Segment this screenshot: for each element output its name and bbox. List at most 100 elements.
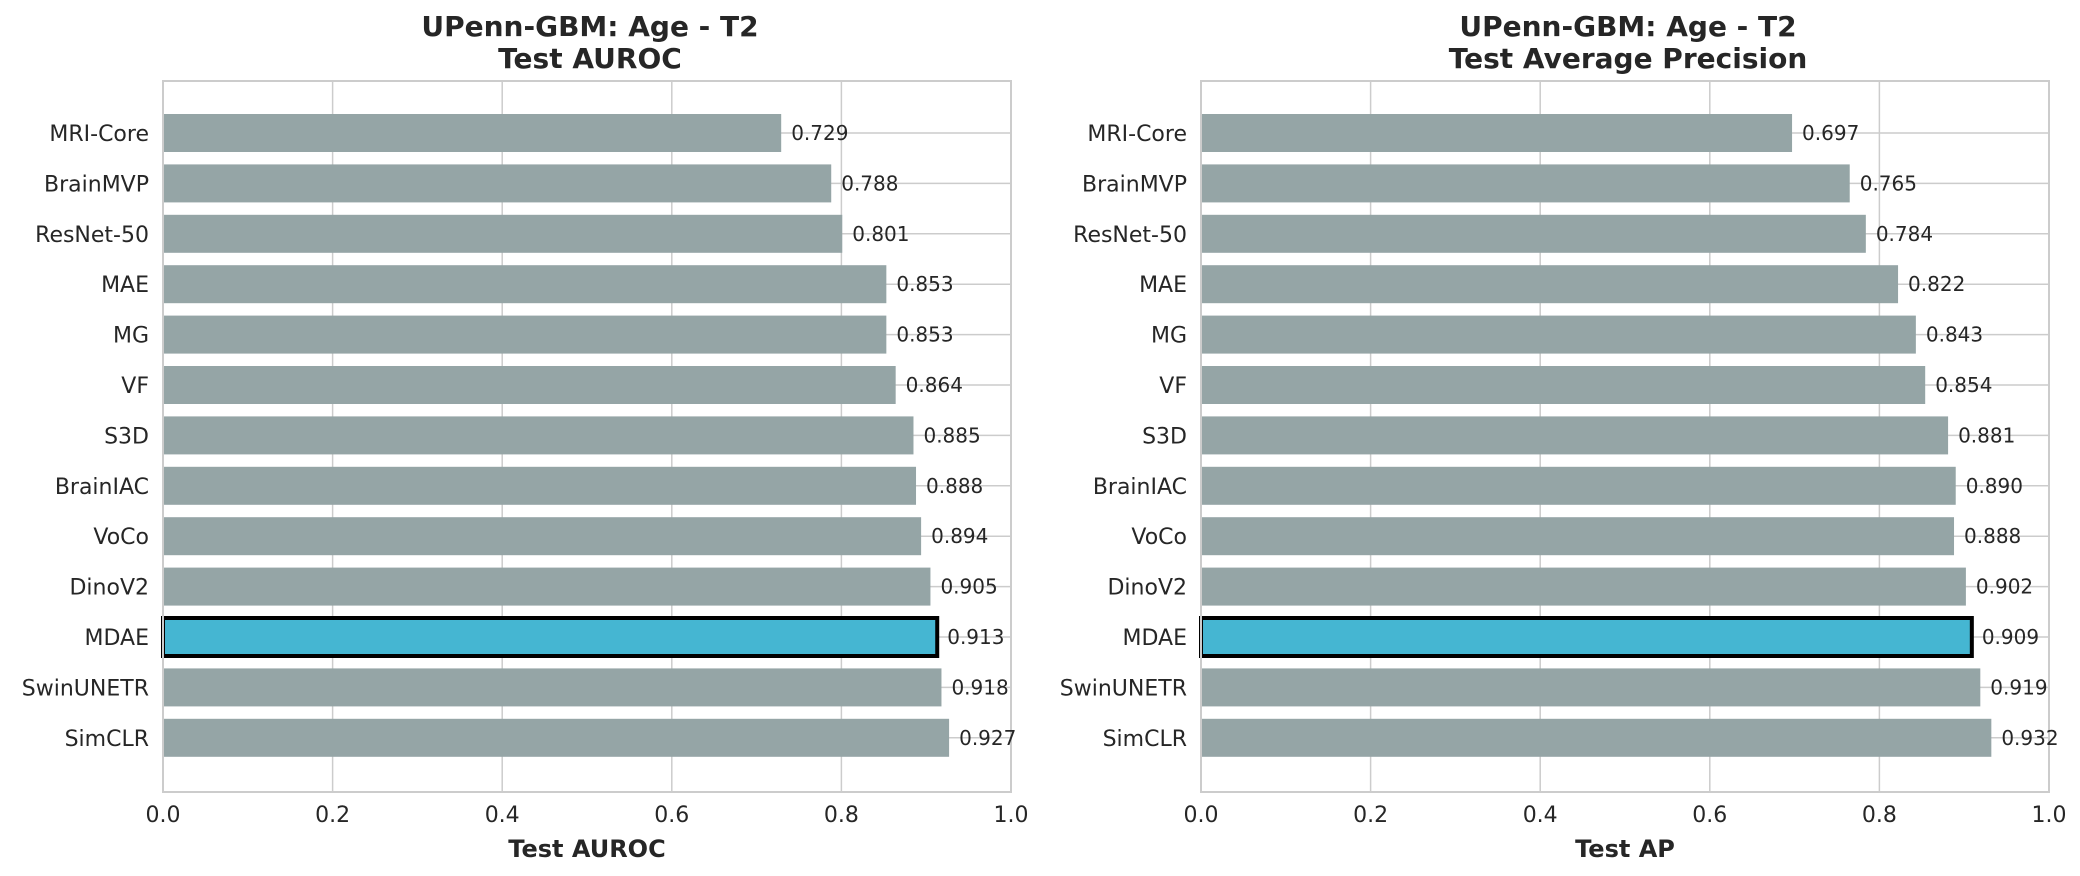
category-label: VoCo [1131,525,1187,550]
bar-dinov2 [1201,567,1966,606]
bars [1199,114,1992,757]
chart-title-line1: UPenn-GBM: Age - T2 [421,10,758,43]
category-label: MAE [1139,273,1187,298]
category-label: MDAE [1123,626,1188,651]
value-label: 0.864 [906,373,963,397]
bar-vf [1201,366,1926,404]
x-tick-label: 0.6 [654,803,689,828]
category-label: MG [113,324,149,349]
value-labels: 0.729 0.788 0.801 0.853 0.853 0.864 0.885 0.888… [791,121,1016,750]
bar-dinov2 [163,567,931,606]
value-label: 0.765 [1860,171,1917,195]
category-labels: MRI-Core BrainMVP ResNet-50 MAE MG VF S3D Brain… [22,122,149,752]
value-label: 0.932 [2001,726,2058,750]
x-tick-label: 0.4 [1523,803,1558,828]
value-label: 0.697 [1802,121,1859,145]
x-axis-label: Test AP [1575,835,1675,863]
bar-resnet-50 [163,214,843,253]
bar-mri-core [163,114,782,152]
chart-auroc: UPenn-GBM: Age - T2 Test AUROC MRI-Core B… [22,10,1029,863]
bar-mdae [1199,616,1974,658]
category-label: SimCLR [1103,727,1187,752]
category-label: ResNet-50 [1073,223,1187,248]
value-label: 0.902 [1976,575,2033,599]
bar-voco [163,517,922,556]
bars [161,114,950,757]
category-label: MAE [101,273,149,298]
bar-brainmvp [163,164,832,203]
value-label: 0.881 [1958,423,2015,447]
category-label: ResNet-50 [35,223,149,248]
bar-mae [1201,265,1899,304]
value-label: 0.729 [791,121,848,145]
category-label: BrainMVP [44,172,149,197]
bar-simclr [163,718,950,757]
x-tick-label: 0.4 [485,803,520,828]
x-tick-label: 1.0 [2032,803,2067,828]
x-tick-label: 0.2 [315,803,350,828]
category-label: SwinUNETR [22,676,149,701]
bar-brainiac [1201,466,1956,505]
chart-title-line2: Test AUROC [498,42,682,75]
bar-swinunetr [163,668,942,707]
category-label: MG [1151,324,1187,349]
value-labels: 0.697 0.765 0.784 0.822 0.843 0.854 0.881 0.890… [1802,121,2059,750]
bar-resnet-50 [1201,214,1866,253]
category-label: DinoV2 [69,576,149,601]
value-label: 0.822 [1908,272,1965,296]
bar-brainmvp [1201,164,1850,203]
value-label: 0.885 [923,423,980,447]
value-label: 0.927 [959,726,1016,750]
value-label: 0.801 [852,222,909,246]
chart-title-line1: UPenn-GBM: Age - T2 [1459,10,1796,43]
bar-mdae [161,616,940,658]
category-label: SwinUNETR [1060,676,1187,701]
value-label: 0.890 [1966,474,2023,498]
value-label: 0.888 [1964,524,2021,548]
x-tick-labels: 0.0 0.2 0.4 0.6 0.8 1.0 [146,803,1029,828]
x-tick-label: 0.8 [824,803,859,828]
value-label: 0.788 [841,171,898,195]
chart-average-precision: UPenn-GBM: Age - T2 Test Average Precisi… [1060,10,2067,863]
value-label: 0.918 [951,675,1008,699]
bar-mg [163,315,887,354]
bar-vf [163,366,896,404]
chart-title-line2: Test Average Precision [1449,42,1808,75]
plot-frame [162,80,1012,793]
category-label: MDAE [85,626,150,651]
value-label: 0.854 [1935,373,1992,397]
category-label: VF [1159,374,1187,399]
x-tick-label: 0.0 [1184,803,1219,828]
category-label: MRI-Core [49,122,149,147]
value-label: 0.894 [931,524,988,548]
value-label: 0.919 [1990,675,2047,699]
category-label: SimCLR [65,727,149,752]
bar-mri-core [1201,114,1793,152]
bar-s3d [163,416,914,455]
x-tick-label: 0.2 [1353,803,1388,828]
x-tick-labels: 0.0 0.2 0.4 0.6 0.8 1.0 [1184,803,2067,828]
bar-brainiac [163,466,917,505]
value-label: 0.909 [1982,625,2039,649]
category-label: VoCo [93,525,149,550]
x-tick-label: 1.0 [994,803,1029,828]
category-label: DinoV2 [1107,576,1187,601]
category-label: VF [121,374,149,399]
bar-s3d [1201,416,1949,455]
category-labels: MRI-Core BrainMVP ResNet-50 MAE MG VF S3D Brain… [1060,122,1187,752]
category-label: BrainIAC [1093,475,1187,500]
bar-mae [163,265,887,304]
value-label: 0.913 [947,625,1004,649]
value-label: 0.784 [1876,222,1933,246]
category-label: S3D [1142,424,1187,449]
value-label: 0.843 [1926,323,1983,347]
category-label: BrainMVP [1082,172,1187,197]
bar-voco [1201,517,1955,556]
bar-swinunetr [1201,668,1981,707]
x-tick-label: 0.0 [146,803,181,828]
x-tick-label: 0.8 [1862,803,1897,828]
value-label: 0.853 [896,272,953,296]
value-label: 0.853 [896,323,953,347]
bar-simclr [1201,718,1992,757]
